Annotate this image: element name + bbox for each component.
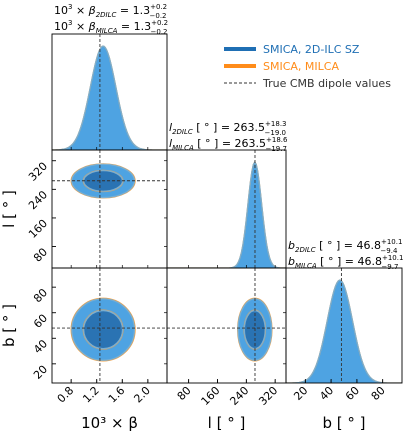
annotation-beta-line-2: 103 × βMILCA = 1.3+0.2 −0.2: [54, 19, 168, 36]
y-axis-label-b: b [ ° ]: [0, 304, 18, 347]
legend: SMICA, 2D-ILC SZ SMICA, MILCA True CMB dip…: [224, 43, 391, 90]
marginal-panel-beta: [52, 34, 167, 150]
contour-panel-b-vs-beta: [52, 268, 167, 383]
y-axis-label-l: l [ ° ]: [0, 190, 18, 228]
x-tick-label-b: 20: [291, 384, 310, 403]
x-tick-label-b: 80: [369, 384, 388, 403]
annotation-b-line-2: bMILCA [ ° ] = 46.8+10.1 −9.7: [288, 254, 403, 271]
x-tick-label-beta: 0.8: [55, 384, 77, 406]
legend-label-1: SMICA, 2D-ILC SZ: [263, 43, 360, 56]
y-tick-label-l: 80: [31, 245, 50, 264]
legend-label-3: True CMB dipole values: [262, 77, 391, 90]
x-tick-label-beta: 1.2: [80, 384, 102, 406]
annotation-beta-line-1: 103 × β2DILC = 1.3+0.2 −0.2: [54, 3, 167, 20]
y-tick-label-b: 60: [31, 312, 50, 331]
y-tick-label-b: 80: [31, 286, 50, 305]
marginal-curve-2dilc-l: [167, 160, 286, 268]
y-tick-label-l: 240: [26, 188, 50, 212]
marginal-fill-l: [167, 162, 286, 268]
annotation-l-line-2: lMILCA [ ° ] = 263.5+18.6 −19.7: [169, 136, 288, 153]
y-tick-label-b: 40: [31, 337, 50, 356]
x-tick-label-l: 240: [227, 384, 251, 408]
x-tick-label-l: 320: [256, 384, 280, 408]
x-tick-label-beta: 1.6: [106, 384, 128, 406]
x-tick-label-beta: 2.0: [131, 384, 153, 406]
annotation-b-line-1: b2DILC [ ° ] = 46.8+10.1 −9.4: [288, 238, 402, 255]
x-tick-label-b: 60: [343, 384, 362, 403]
panel-frame-2-2: [285, 267, 403, 384]
y-tick-label-l: 320: [26, 160, 50, 184]
x-tick-label-l: 80: [175, 384, 194, 403]
x-axis-label-b: b [ ° ]: [322, 414, 365, 432]
contour-panel-b-vs-l: [167, 268, 286, 383]
legend-label-2: SMICA, MILCA: [263, 60, 339, 73]
x-axis-label-l: l [ ° ]: [208, 414, 246, 432]
contour-panel-l-vs-beta: [52, 150, 167, 268]
marginal-fill-beta: [52, 46, 167, 150]
marginal-panel-l: [167, 150, 286, 268]
x-tick-label-l: 160: [199, 384, 223, 408]
marginal-panel-b: [286, 268, 402, 383]
x-axis-label-beta: 10³ × β: [81, 414, 138, 432]
annotation-l-line-1: l2DILC [ ° ] = 263.5+18.3 −19.0: [169, 120, 287, 137]
contour-68-2dilc: [83, 309, 124, 350]
y-tick-label-b: 20: [31, 363, 50, 382]
x-tick-label-b: 40: [317, 384, 336, 403]
marginal-fill-b: [286, 280, 402, 383]
y-tick-label-l: 160: [26, 217, 50, 241]
